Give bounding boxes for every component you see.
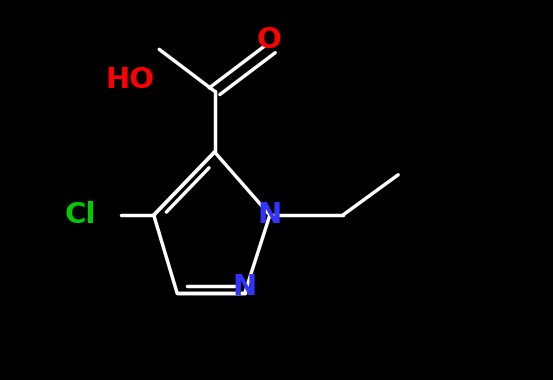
Text: N: N bbox=[233, 273, 257, 301]
Text: Cl: Cl bbox=[65, 201, 96, 229]
Text: N: N bbox=[257, 201, 281, 229]
Text: HO: HO bbox=[106, 66, 154, 94]
Text: O: O bbox=[257, 26, 281, 54]
